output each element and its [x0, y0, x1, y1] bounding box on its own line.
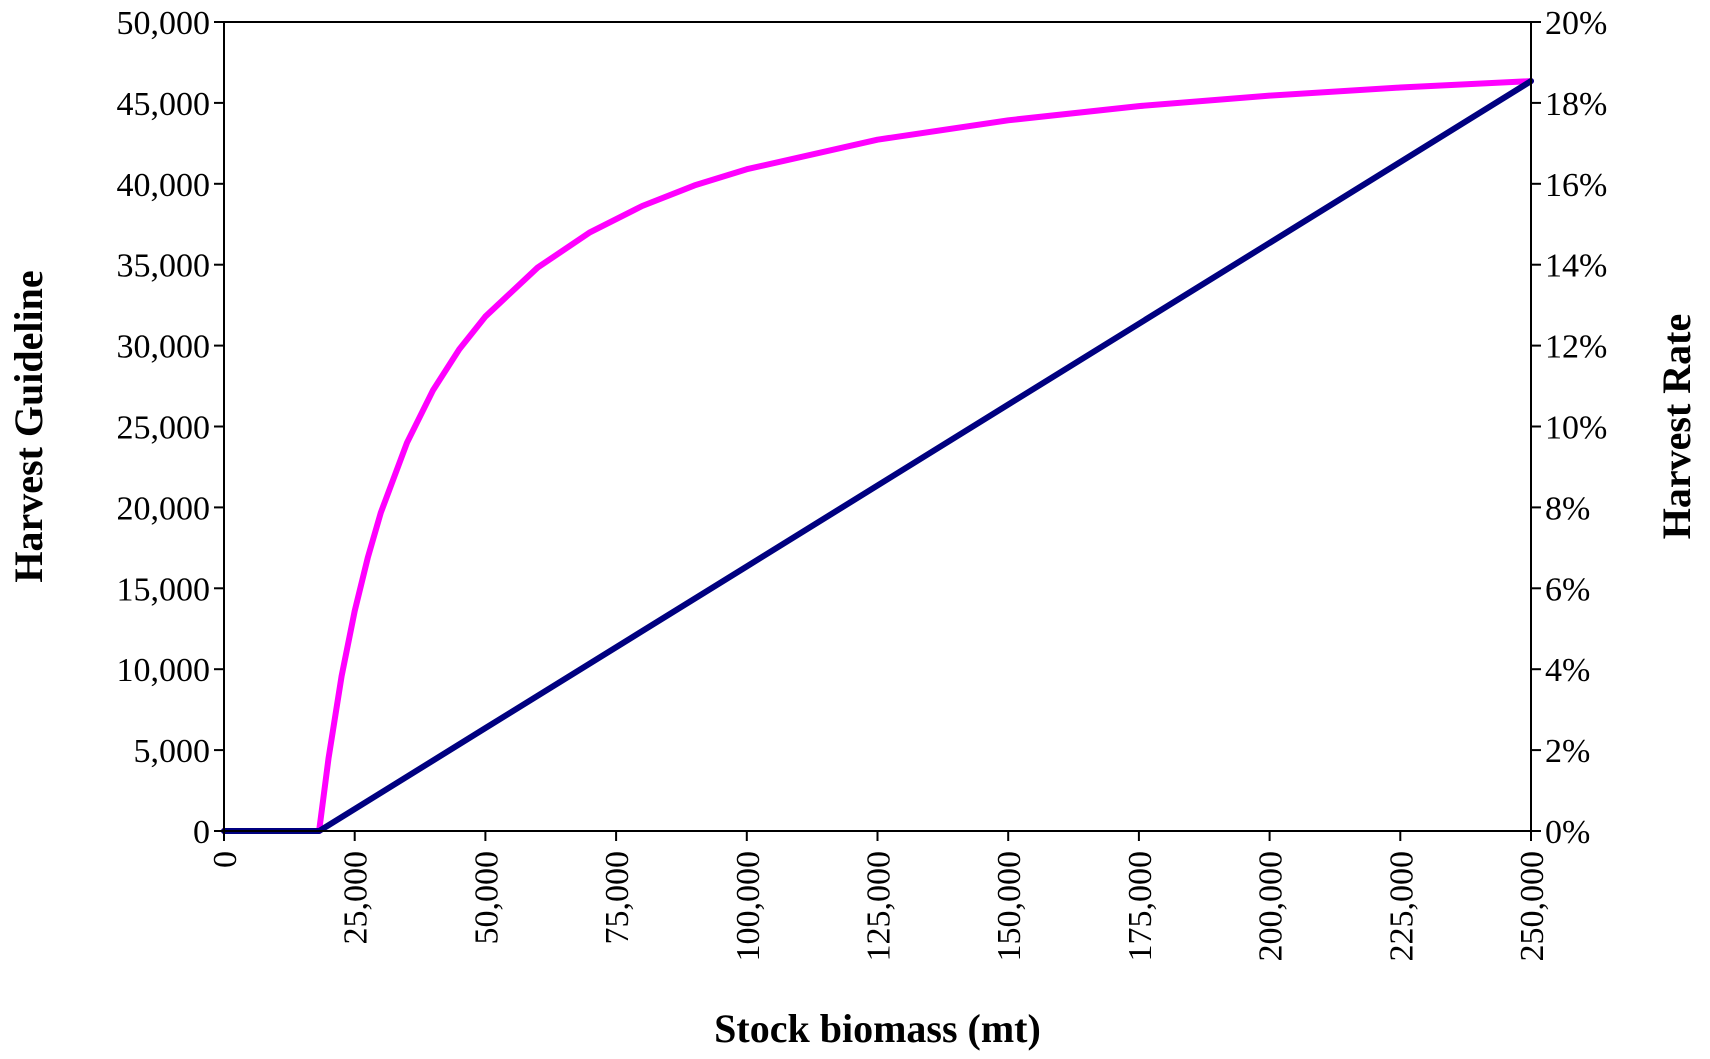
harvest-rate-line [221, 78, 1534, 834]
x-tick-label: 25,000 [338, 851, 375, 945]
y2-tick-label: 12% [1545, 329, 1607, 366]
y2-tick-label: 20% [1545, 5, 1607, 42]
x-tick-label: 50,000 [468, 851, 505, 945]
y-tick-label: 45,000 [117, 86, 211, 123]
harvest-guideline-line [221, 78, 1534, 834]
x-tick-label: 100,000 [730, 851, 767, 962]
x-tick-label: 250,000 [1514, 851, 1551, 962]
series-layer [221, 78, 1534, 834]
y2-tick-label: 0% [1545, 814, 1590, 851]
y-tick-label: 40,000 [117, 167, 211, 204]
axes-layer: 0 5,000 10,000 15,000 20,000 25,000 30,000 35,0… [117, 5, 1608, 962]
y-tick-label: 10,000 [117, 652, 211, 689]
y-tick-label: 30,000 [117, 329, 211, 366]
y-tick-label: 20,000 [117, 490, 211, 527]
y2-tick-label: 2% [1545, 733, 1590, 770]
y2-tick-label: 8% [1545, 490, 1590, 527]
y2-tick-label: 6% [1545, 571, 1590, 608]
y2-axis-title: Harvest Rate [1654, 314, 1699, 539]
x-tick-label: 175,000 [1122, 851, 1159, 962]
x-axis-title: Stock biomass (mt) [714, 1006, 1041, 1051]
plot-area-frame [223, 21, 1532, 832]
y-tick-label: 15,000 [117, 571, 211, 608]
x-tick-label: 0 [207, 851, 244, 868]
y-tick-label: 5,000 [134, 733, 211, 770]
x-tick-label: 125,000 [861, 851, 898, 962]
x-tick-label: 225,000 [1383, 851, 1420, 962]
y2-tick-label: 18% [1545, 86, 1607, 123]
x-tick-label: 200,000 [1253, 851, 1290, 962]
y-tick-label: 50,000 [117, 5, 211, 42]
y2-tick-label: 16% [1545, 167, 1607, 204]
x-tick-label: 75,000 [599, 851, 636, 945]
y2-tick-label: 14% [1545, 248, 1607, 285]
y-tick-label: 25,000 [117, 410, 211, 447]
x-tick-label: 150,000 [991, 851, 1028, 962]
y-tick-label: 0 [193, 814, 210, 851]
y-axis-title: Harvest Guideline [6, 270, 51, 582]
y2-tick-label: 10% [1545, 410, 1607, 447]
y2-tick-label: 4% [1545, 652, 1590, 689]
y-tick-label: 35,000 [117, 248, 211, 285]
